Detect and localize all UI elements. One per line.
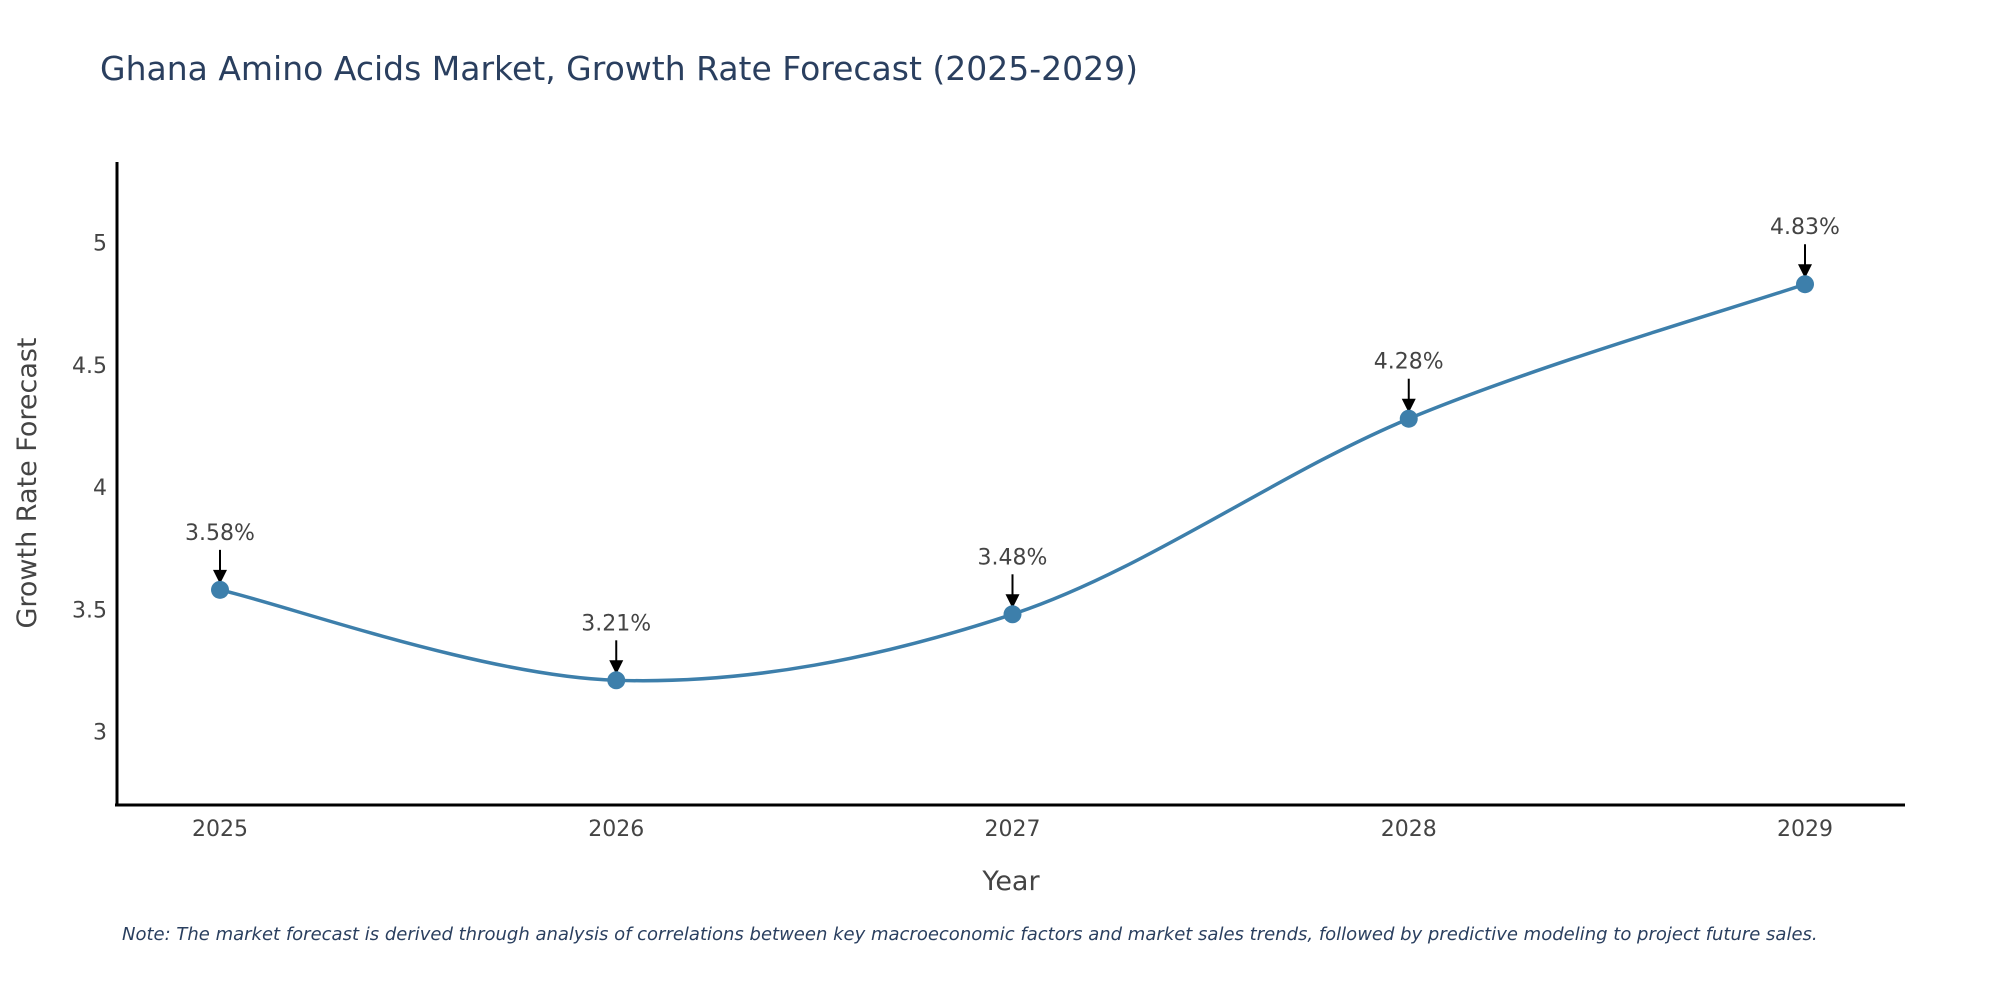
annotation-arrow-head [1005,594,1020,609]
y-axis-title: Growth Rate Forecast [12,337,43,628]
annotation-arrow-head [1401,398,1416,413]
data-point[interactable] [211,580,229,599]
y-tick-label: 5 [93,232,107,257]
x-tick-label: 2028 [1381,817,1437,842]
data-point[interactable] [1399,409,1418,428]
data-label: 4.28% [1374,350,1444,375]
chart-title: Ghana Amino Acids Market, Growth Rate Fo… [100,49,1138,88]
data-point[interactable] [607,671,626,690]
data-label: 3.58% [185,521,255,546]
annotation-arrow-head [1798,264,1812,279]
y-tick-label: 4.5 [72,354,107,379]
x-tick-label: 2025 [192,817,248,842]
annotation-layer: 3.58% 3.21% 3.48% 4.28% 4.83% [185,215,1840,675]
x-axis-ticks: 2025 2026 2027 2028 2029 [192,817,1833,842]
y-axis-ticks: 3 3.5 4 4.5 5 [72,232,107,746]
x-axis-title: Year [981,866,1040,897]
x-tick-label: 2026 [588,817,644,842]
data-label: 3.21% [581,611,651,636]
chart-note: Note: The market forecast is derived thr… [122,924,1818,945]
annotation-arrow-head [213,569,227,584]
data-point[interactable] [1796,275,1814,294]
y-tick-label: 4 [93,476,107,501]
y-tick-label: 3 [93,721,107,746]
annotation-arrow-head [609,660,624,675]
x-tick-label: 2029 [1777,817,1833,842]
y-tick-label: 3.5 [72,598,107,623]
data-label: 4.83% [1770,215,1840,240]
data-point[interactable] [1003,605,1022,624]
x-tick-label: 2027 [985,817,1041,842]
marker-layer [211,275,1814,690]
plot-area: 3.58% 3.21% 3.48% 4.28% 4.83% [185,215,1840,690]
data-label: 3.48% [978,545,1048,570]
